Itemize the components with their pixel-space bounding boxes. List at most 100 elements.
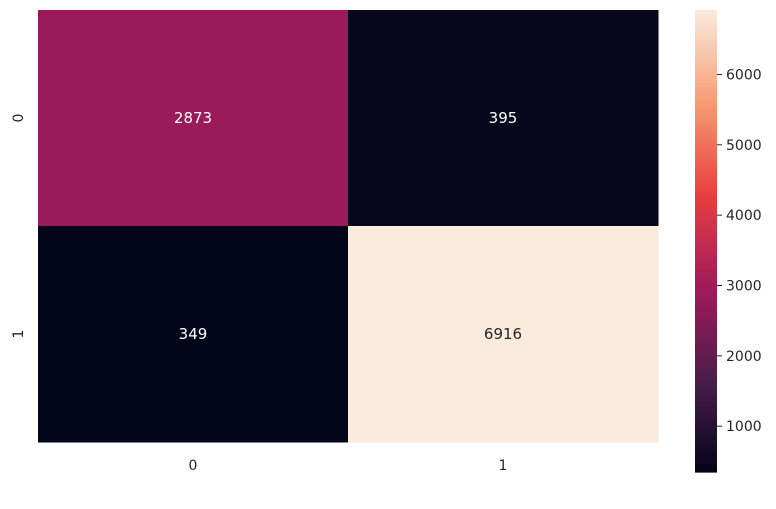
colorbar-segment — [695, 83, 717, 88]
colorbar-segment — [695, 217, 717, 223]
colorbar-segment — [695, 379, 717, 385]
colorbar-segment — [695, 237, 717, 242]
colorbar-segment — [695, 418, 717, 423]
colorbar-segment — [695, 302, 717, 308]
colorbar-segment — [695, 387, 717, 392]
y-tick-label: 0 — [11, 114, 27, 123]
colorbar-segment — [695, 383, 717, 388]
cell-annotations: 2873 395 349 6916 — [174, 109, 522, 343]
colorbar-segment — [695, 452, 717, 458]
colorbar-segment — [695, 13, 717, 19]
colorbar-segment — [695, 395, 717, 400]
colorbar-segment — [695, 241, 717, 246]
colorbar-segment — [695, 102, 717, 107]
cell-value-label: 395 — [489, 109, 518, 127]
colorbar-segment — [695, 414, 717, 419]
colorbar-segment — [695, 214, 717, 219]
colorbar-segment — [695, 344, 717, 350]
y-axis: 01 — [11, 114, 27, 339]
colorbar-segment — [695, 425, 717, 431]
colorbar-segment — [695, 441, 717, 446]
x-tick-label: 0 — [189, 458, 198, 474]
y-tick-label: 1 — [11, 330, 27, 339]
colorbar-segment — [695, 110, 717, 115]
colorbar-segment — [695, 341, 717, 346]
colorbar-segment — [695, 56, 717, 61]
colorbar-segment — [695, 90, 717, 96]
colorbar-segment — [695, 352, 717, 358]
colorbar-segment — [695, 448, 717, 454]
colorbar-segment — [695, 144, 717, 150]
colorbar-segment — [695, 21, 717, 26]
colorbar-segment — [695, 433, 717, 438]
colorbar-segment — [695, 318, 717, 323]
colorbar-segment — [695, 368, 717, 373]
colorbar-segment — [695, 129, 717, 134]
colorbar-segment — [695, 229, 717, 234]
colorbar-segment — [695, 348, 717, 354]
colorbar-segment — [695, 248, 717, 254]
x-tick-label: 1 — [499, 458, 508, 474]
cell-value-label: 2873 — [174, 109, 212, 127]
colorbar-segment — [695, 36, 717, 42]
colorbar-tick-label: 1000 — [726, 419, 762, 435]
colorbar-segment — [695, 187, 717, 192]
colorbar-segment — [695, 113, 717, 119]
heatmap-cell-1-0 — [38, 226, 349, 443]
colorbar-segment — [695, 271, 717, 277]
colorbar-tick-label: 4000 — [726, 208, 762, 224]
colorbar-segment — [695, 52, 717, 57]
colorbar-tick-label: 6000 — [726, 67, 762, 83]
heatmap-cell-1-1 — [348, 226, 659, 443]
colorbar-segment — [695, 164, 717, 169]
colorbar-segment — [695, 244, 717, 250]
colorbar-segment — [695, 421, 717, 427]
colorbar-segment — [695, 356, 717, 361]
colorbar-tick-label: 2000 — [726, 349, 762, 365]
colorbar-segment — [695, 283, 717, 288]
colorbar-segment — [695, 10, 717, 15]
colorbar-segment — [695, 468, 717, 473]
colorbar-segment — [695, 398, 717, 404]
colorbar-segment — [695, 267, 717, 273]
heatmap-cell-0-0 — [38, 10, 349, 227]
colorbar-segment — [695, 48, 717, 53]
colorbar-segment — [695, 325, 717, 331]
colorbar-segment — [695, 25, 717, 30]
colorbar-segment — [695, 44, 717, 50]
colorbar-segment — [695, 329, 717, 334]
colorbar-segment — [695, 371, 717, 377]
colorbar-tick-label: 5000 — [726, 138, 762, 154]
colorbar-segment — [695, 175, 717, 180]
colorbar-segment — [695, 333, 717, 338]
colorbar-segment — [695, 17, 717, 23]
colorbar-segment — [695, 79, 717, 84]
colorbar-segment — [695, 194, 717, 200]
colorbar-segment — [695, 287, 717, 292]
colorbar-segment — [695, 167, 717, 173]
colorbar-segment — [695, 60, 717, 65]
colorbar-segment — [695, 152, 717, 157]
colorbar-segment — [695, 140, 717, 146]
colorbar-segment — [695, 87, 717, 92]
colorbar-segment — [695, 294, 717, 300]
colorbar-segment — [695, 321, 717, 327]
heatmap-cells — [38, 10, 659, 443]
colorbar-segment — [695, 71, 717, 77]
colorbar-segment — [695, 121, 717, 127]
colorbar-segment — [695, 264, 717, 269]
colorbar-segment — [695, 464, 717, 469]
colorbar-segment — [695, 310, 717, 315]
colorbar-segment — [695, 364, 717, 369]
colorbar-segment — [695, 156, 717, 161]
colorbar-segment — [695, 456, 717, 462]
colorbar-segment — [695, 360, 717, 365]
colorbar-segment — [695, 298, 717, 304]
colorbar-segment — [695, 117, 717, 123]
colorbar-segment — [695, 98, 717, 103]
colorbar-segment — [695, 406, 717, 411]
colorbar-segment — [695, 279, 717, 284]
colorbar-segment — [695, 137, 717, 142]
